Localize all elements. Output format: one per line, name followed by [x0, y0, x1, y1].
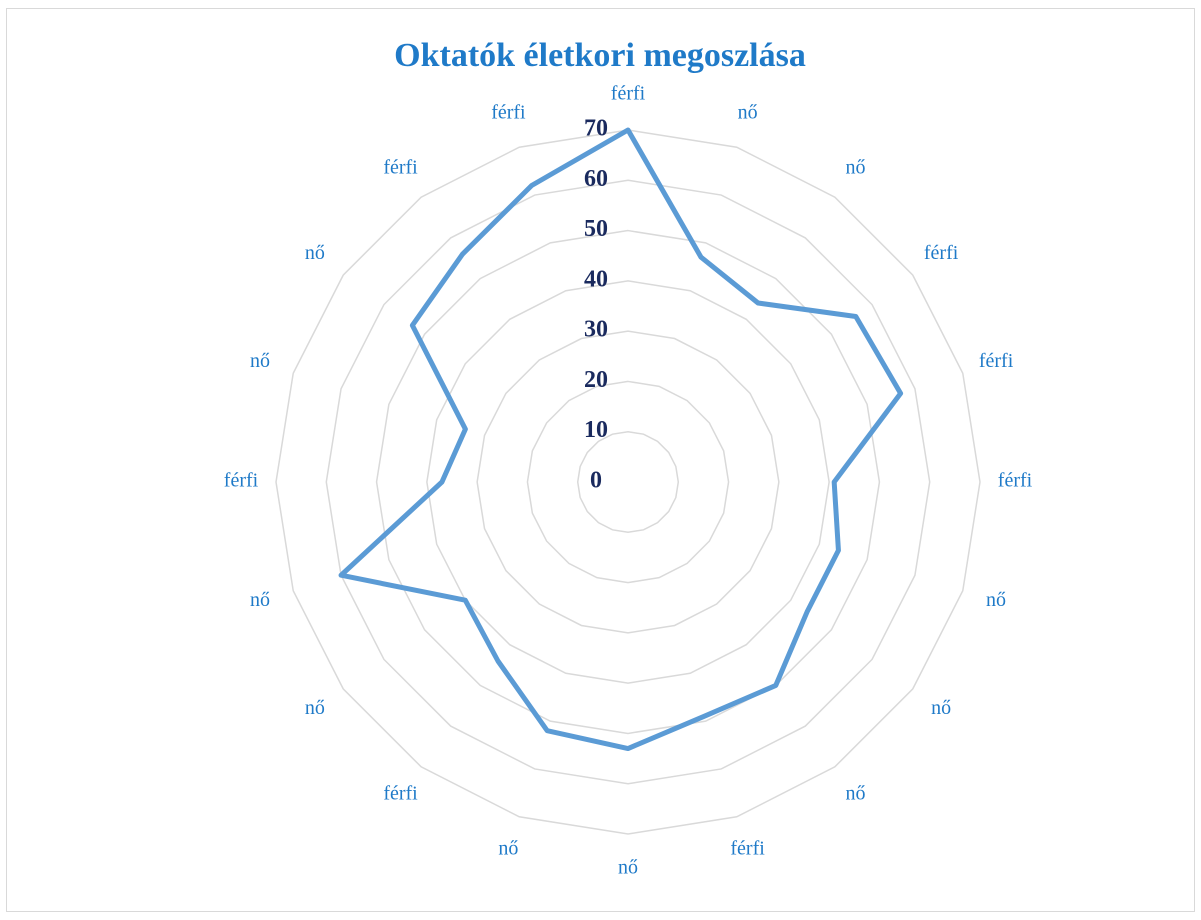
category-label: nő: [305, 697, 325, 719]
grid-ring: [275, 129, 981, 835]
category-label: nő: [618, 857, 638, 879]
category-label: nő: [845, 783, 865, 805]
chart-border: [6, 8, 1195, 912]
grid-ring: [576, 430, 680, 534]
y-tick-label: 30: [584, 317, 608, 343]
category-label: férfi: [491, 102, 526, 124]
category-label: férfi: [224, 470, 259, 492]
category-label: nő: [986, 589, 1006, 611]
category-label: férfi: [383, 783, 418, 805]
category-label: férfi: [730, 838, 765, 860]
y-tick-label: 60: [584, 166, 608, 192]
category-label: nő: [738, 102, 758, 124]
category-label: férfi: [924, 242, 959, 264]
y-tick-label: 10: [584, 417, 608, 443]
y-tick-label: 20: [584, 367, 608, 393]
category-label: férfi: [383, 157, 418, 179]
category-label: férfi: [998, 470, 1033, 492]
y-tick-label: 0: [590, 468, 602, 494]
grid-ring: [375, 229, 881, 735]
y-tick-label: 40: [584, 266, 608, 292]
grid-ring: [325, 179, 931, 785]
y-tick-label: 50: [584, 216, 608, 242]
category-label: nő: [250, 350, 270, 372]
category-label: nő: [250, 589, 270, 611]
grid-ring: [526, 380, 730, 584]
category-label: nő: [845, 157, 865, 179]
series-line: [338, 127, 904, 752]
chart-title: Oktatók életkori megoszlása: [394, 37, 806, 74]
category-label: nő: [305, 242, 325, 264]
grid-ring: [476, 330, 780, 634]
category-label: férfi: [611, 83, 646, 105]
category-label: nő: [498, 838, 518, 860]
grid-ring: [426, 280, 830, 684]
category-label: nő: [931, 697, 951, 719]
y-tick-label: 70: [584, 116, 608, 142]
category-label: férfi: [979, 350, 1014, 372]
